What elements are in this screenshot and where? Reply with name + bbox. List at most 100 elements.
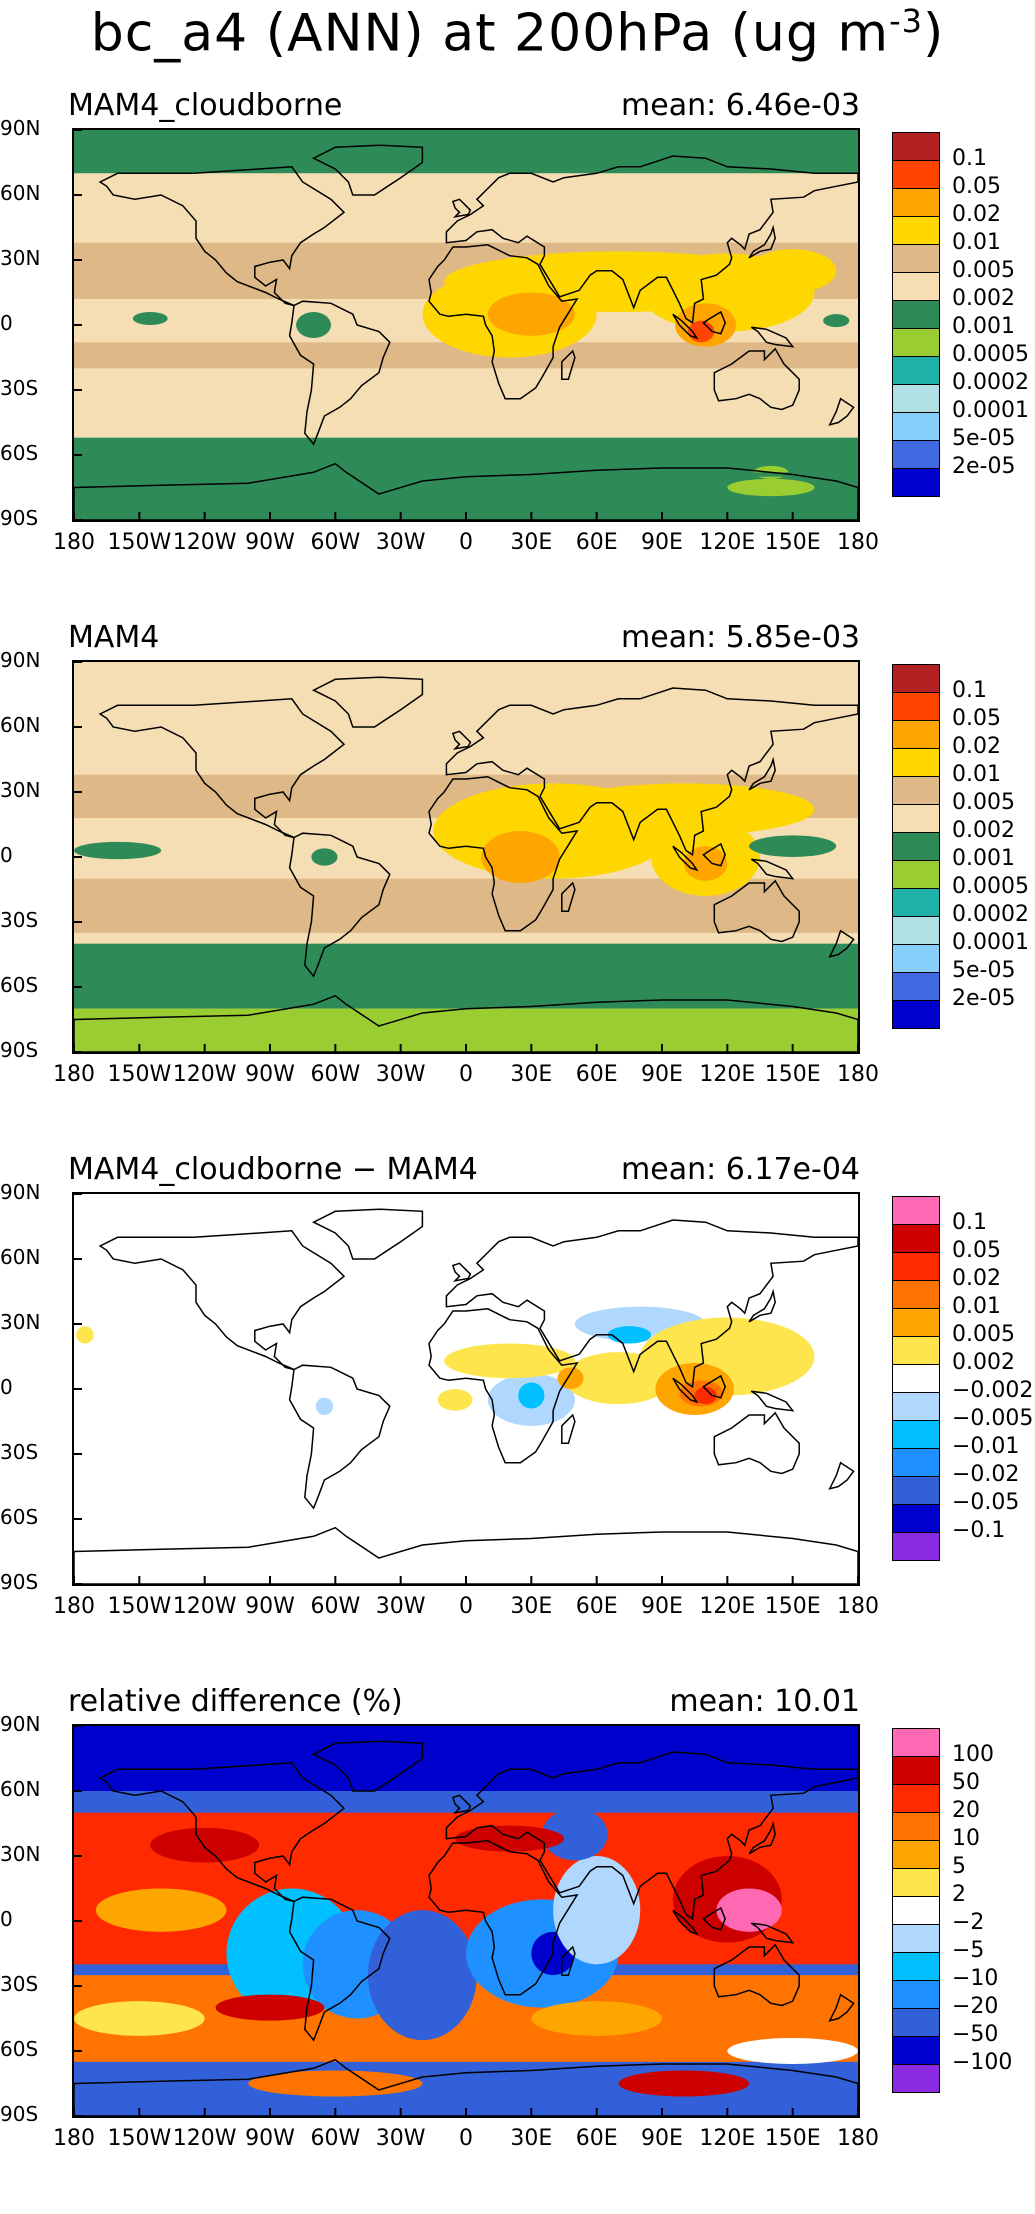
lon-tick-label: 0 — [459, 530, 473, 555]
colorbar-level-label: 0.002 — [952, 818, 1015, 843]
colorbar-level-label: 5e-05 — [952, 426, 1016, 451]
map-canvas — [74, 1194, 858, 1584]
field-band — [74, 943, 858, 1009]
colorbar-swatch — [892, 1840, 940, 1868]
map-panel-relative-difference: relative difference (%) mean: 10.01 90N 60N… — [0, 1684, 1035, 2214]
colorbar-swatch — [892, 1308, 940, 1336]
coastline-eurasia — [445, 1751, 858, 1921]
field-blob — [716, 1888, 782, 1932]
coastline-new-zealand — [828, 929, 855, 958]
colorbar-swatch — [892, 1980, 940, 2008]
coastline-africa — [428, 776, 579, 932]
colorbar-level-label: −0.005 — [952, 1406, 1034, 1431]
colorbar-swatch — [892, 468, 940, 497]
lat-tick-label: 0 — [0, 843, 13, 867]
colorbar-swatch — [892, 888, 940, 916]
colorbar-swatch — [892, 748, 940, 776]
colorbar-level-label: 0.01 — [952, 230, 1001, 255]
colorbar-level-label: −0.02 — [952, 1462, 1020, 1487]
lon-tick-label: 150W — [107, 2126, 172, 2151]
coastline-australia — [713, 879, 800, 943]
colorbar-swatch — [892, 188, 940, 216]
colorbar-level-label: −100 — [952, 2050, 1013, 2075]
lat-tick-label: 30N — [0, 1842, 41, 1866]
field-blob — [311, 848, 338, 866]
lat-tick-label: 30S — [0, 1440, 39, 1464]
colorbar-level-label: 0.005 — [952, 258, 1015, 283]
lon-tick-label: 30E — [510, 1594, 553, 1619]
lon-tick-label: 120W — [172, 530, 237, 555]
field-blob — [455, 1825, 564, 1852]
coastline-australia — [713, 1943, 800, 2007]
lat-tick-label: 60N — [0, 1777, 41, 1801]
coastline-madagascar — [561, 881, 576, 912]
colorbar-swatch — [892, 664, 940, 692]
lon-tick-label: 90W — [245, 530, 295, 555]
colorbar-swatch — [892, 720, 940, 748]
colorbar-swatch — [892, 916, 940, 944]
field-blob — [74, 2001, 205, 2036]
colorbar — [892, 132, 940, 497]
field-blob — [296, 312, 331, 338]
lon-tick-label: 180 — [53, 1594, 95, 1619]
colorbar-level-label: 0.05 — [952, 174, 1001, 199]
field-blob — [727, 478, 815, 497]
lat-tick-label: 90S — [0, 2102, 39, 2126]
coastline-antarctica — [74, 462, 858, 520]
coastline-new-guinea — [750, 1390, 795, 1412]
lat-tick-label: 30S — [0, 376, 39, 400]
colorbar-level-label: 5e-05 — [952, 958, 1016, 983]
colorbar-swatch — [892, 1420, 940, 1448]
field-blob — [437, 1389, 473, 1411]
colorbar-level-label: −0.01 — [952, 1434, 1020, 1459]
lon-tick-label: 150W — [107, 1062, 172, 1087]
colorbar-swatch — [892, 2036, 940, 2064]
map-plot — [72, 1192, 860, 1586]
colorbar-swatch — [892, 1868, 940, 1896]
colorbar-level-label: 0.0002 — [952, 902, 1029, 927]
coastline-new-zealand — [828, 397, 855, 426]
colorbar-swatch — [892, 1812, 940, 1840]
colorbar-level-label: 0.01 — [952, 762, 1001, 787]
colorbar-level-label: −0.05 — [952, 1490, 1020, 1515]
field-blob — [749, 249, 837, 293]
coastline-south-america — [288, 1364, 391, 1510]
lat-tick-label: 60S — [0, 1505, 39, 1529]
lon-tick-label: 150W — [107, 1594, 172, 1619]
colorbar-level-label: 0.005 — [952, 1322, 1015, 1347]
colorbar-swatch — [892, 1280, 940, 1308]
colorbar-level-label: 0.0005 — [952, 874, 1029, 899]
map-panel-mam4: MAM4 mean: 5.85e-03 90N 60N 30N 0 30S 60S 90S 180… — [0, 620, 1035, 1150]
field-blob — [542, 1808, 608, 1861]
coastline-borneo — [702, 310, 727, 335]
field-blob — [481, 831, 560, 883]
coastline-uk — [451, 1794, 472, 1814]
lat-tick-label: 0 — [0, 1907, 13, 1931]
colorbar-level-label: 0.0005 — [952, 342, 1029, 367]
map-panel-cloudborne: MAM4_cloudborne mean: 6.46e-03 90N 60N 30N 0 3… — [0, 88, 1035, 618]
coastline-greenland — [311, 1740, 424, 1792]
colorbar-level-label: 2e-05 — [952, 986, 1016, 1011]
coastline-eurasia — [445, 687, 858, 857]
lat-tick-label: 60N — [0, 1245, 41, 1269]
colorbar — [892, 664, 940, 1029]
colorbar-swatch — [892, 1196, 940, 1224]
lon-tick-label: 30W — [375, 1594, 426, 1619]
colorbar-swatch — [892, 1224, 940, 1252]
field-blob — [215, 1994, 325, 2021]
field-blob — [683, 846, 728, 881]
lon-tick-label: 60E — [575, 530, 618, 555]
field-blob — [487, 292, 575, 336]
coastline-madagascar — [561, 349, 576, 380]
lon-tick-label: 150E — [764, 1062, 821, 1087]
colorbar-level-label: 0.0002 — [952, 370, 1029, 395]
field-blob — [557, 1367, 584, 1389]
lon-tick-label: 90W — [245, 1594, 295, 1619]
field-blob — [95, 1888, 227, 1932]
lon-tick-label: 180 — [837, 530, 879, 555]
lat-tick-label: 60S — [0, 2037, 39, 2061]
field-band — [74, 472, 858, 477]
lon-tick-label: 30W — [375, 1062, 426, 1087]
map-canvas — [74, 1726, 858, 2116]
lon-tick-label: 0 — [459, 1062, 473, 1087]
